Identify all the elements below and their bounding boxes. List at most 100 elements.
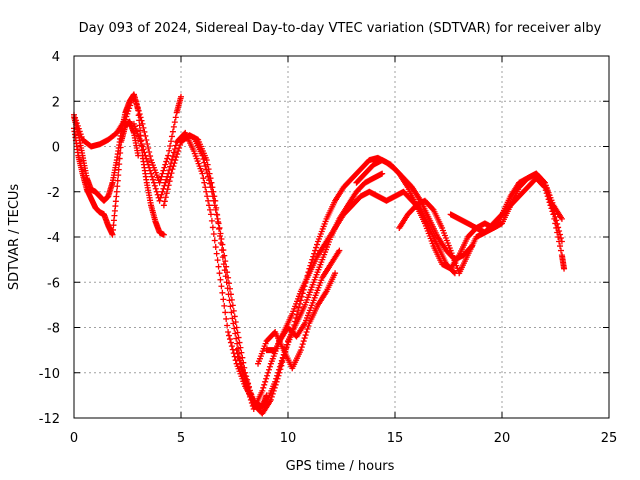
data-point	[160, 202, 167, 209]
data-point	[135, 152, 142, 159]
data-point	[305, 322, 312, 329]
data-point	[209, 193, 216, 200]
data-point	[115, 166, 122, 173]
data-point	[557, 243, 564, 250]
data-point	[204, 170, 211, 177]
data-point	[171, 160, 178, 167]
data-point	[233, 347, 240, 354]
data-point	[158, 191, 165, 198]
data-point	[557, 235, 564, 242]
data-point	[200, 156, 207, 163]
data-point	[228, 296, 235, 303]
data-point	[124, 110, 131, 117]
data-point	[549, 208, 556, 215]
data-point	[77, 131, 84, 138]
data-point	[75, 125, 82, 132]
data-point	[228, 343, 235, 350]
data-point	[262, 378, 269, 385]
x-tick-label: 20	[494, 431, 511, 446]
y-tick-label: 0	[52, 141, 60, 156]
data-point	[245, 387, 252, 394]
data-point	[223, 315, 230, 322]
data-point	[313, 244, 320, 251]
y-axis-label: SDTVAR / TECUs	[7, 184, 22, 291]
data-point	[304, 326, 311, 333]
data-point	[214, 215, 221, 222]
data-point	[259, 387, 266, 394]
data-point	[227, 339, 234, 346]
data-point	[144, 158, 151, 165]
data-point	[146, 164, 153, 171]
data-point	[221, 252, 228, 259]
data-point	[267, 396, 274, 403]
data-point	[166, 178, 173, 185]
data-point	[161, 164, 168, 171]
data-point	[136, 111, 143, 118]
data-point	[314, 241, 321, 248]
data-point	[215, 263, 222, 270]
data-point	[164, 155, 171, 162]
data-point	[246, 393, 253, 400]
data-point	[156, 179, 163, 186]
data-point	[226, 336, 233, 343]
data-point	[145, 161, 152, 168]
data-point	[224, 269, 231, 276]
data-point	[122, 116, 129, 123]
data-point	[220, 296, 227, 303]
data-point	[135, 107, 142, 114]
data-point	[140, 124, 147, 131]
data-point	[231, 313, 238, 320]
data-point	[546, 199, 553, 206]
data-point	[131, 94, 138, 101]
data-point	[238, 364, 245, 371]
data-point	[127, 102, 134, 109]
data-point	[273, 378, 280, 385]
data-point	[212, 244, 219, 251]
data-point	[171, 146, 178, 153]
plot-frame	[73, 55, 610, 419]
data-point	[271, 384, 278, 391]
y-tick-label: -6	[47, 276, 60, 291]
data-point	[162, 161, 169, 168]
data-point	[156, 197, 163, 204]
data-point	[207, 211, 214, 218]
data-point	[177, 141, 184, 148]
data-point	[279, 359, 286, 366]
data-points	[71, 91, 568, 417]
data-point	[202, 184, 209, 191]
data-point	[114, 177, 121, 184]
series-sat-c	[71, 91, 184, 186]
data-point	[235, 354, 242, 361]
data-point	[542, 187, 549, 194]
data-point	[143, 136, 150, 143]
data-point	[226, 332, 233, 339]
data-point	[268, 393, 275, 400]
data-point	[172, 157, 179, 164]
data-point	[555, 234, 562, 240]
data-point	[169, 128, 176, 135]
data-point	[544, 193, 551, 200]
data-point	[152, 185, 159, 192]
data-point	[219, 241, 226, 248]
data-point	[141, 128, 148, 135]
y-tick-label: -4	[47, 231, 60, 246]
y-tick-label: -8	[47, 322, 60, 337]
data-point	[145, 145, 152, 152]
data-point	[212, 206, 219, 213]
data-point	[161, 198, 168, 205]
data-point	[265, 366, 272, 373]
data-point	[71, 114, 78, 121]
data-point	[137, 127, 144, 134]
data-point	[140, 146, 147, 153]
data-point	[261, 381, 268, 388]
data-point	[540, 183, 547, 190]
data-point	[242, 378, 249, 385]
data-point	[117, 144, 124, 151]
data-point	[229, 302, 236, 309]
data-point	[157, 194, 164, 201]
data-point	[123, 113, 130, 120]
x-tick-label: 10	[280, 431, 297, 446]
data-point	[142, 152, 149, 159]
data-point	[265, 369, 272, 376]
